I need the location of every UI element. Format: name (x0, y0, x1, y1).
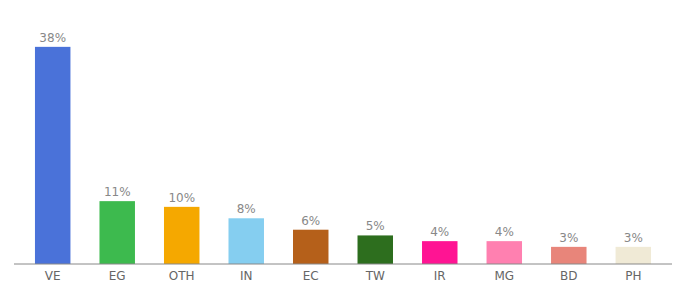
data-label: 4% (430, 225, 449, 239)
bar (551, 247, 586, 264)
data-label: 3% (624, 231, 643, 245)
x-tick-label: BD (560, 269, 577, 283)
bar (616, 247, 651, 264)
data-label: 10% (168, 191, 195, 205)
bar (293, 230, 328, 264)
x-axis (14, 264, 672, 265)
data-label: 6% (301, 214, 320, 228)
bar (228, 218, 263, 264)
x-tick-label: EG (109, 269, 126, 283)
x-tick-label: EC (303, 269, 319, 283)
bar (422, 241, 457, 264)
chart: VE EG OTH IN EC TW IR MG BD PH 38% 11% 10% 8% 6% 5% 4% 4%… (0, 0, 680, 300)
data-label: 3% (559, 231, 578, 245)
data-label: 5% (366, 219, 385, 233)
data-label: 38% (39, 31, 66, 45)
data-label: 4% (495, 225, 514, 239)
bars (35, 47, 651, 264)
x-tick-label: VE (45, 269, 61, 283)
data-label: 11% (104, 185, 131, 199)
bar (99, 201, 134, 264)
x-tick-label: TW (365, 269, 385, 283)
bar (358, 235, 393, 264)
bar (35, 47, 70, 264)
x-tick-label: IN (240, 269, 253, 283)
bar (487, 241, 522, 264)
x-tick-label: MG (494, 269, 514, 283)
bar (164, 207, 199, 264)
x-tick-label: PH (625, 269, 641, 283)
data-label: 8% (237, 202, 256, 216)
x-tick-label: OTH (169, 269, 195, 283)
chart-container: VE EG OTH IN EC TW IR MG BD PH 38% 11% 10% 8% 6% 5% 4% 4%… (0, 0, 680, 300)
x-tick-label: IR (434, 269, 446, 283)
